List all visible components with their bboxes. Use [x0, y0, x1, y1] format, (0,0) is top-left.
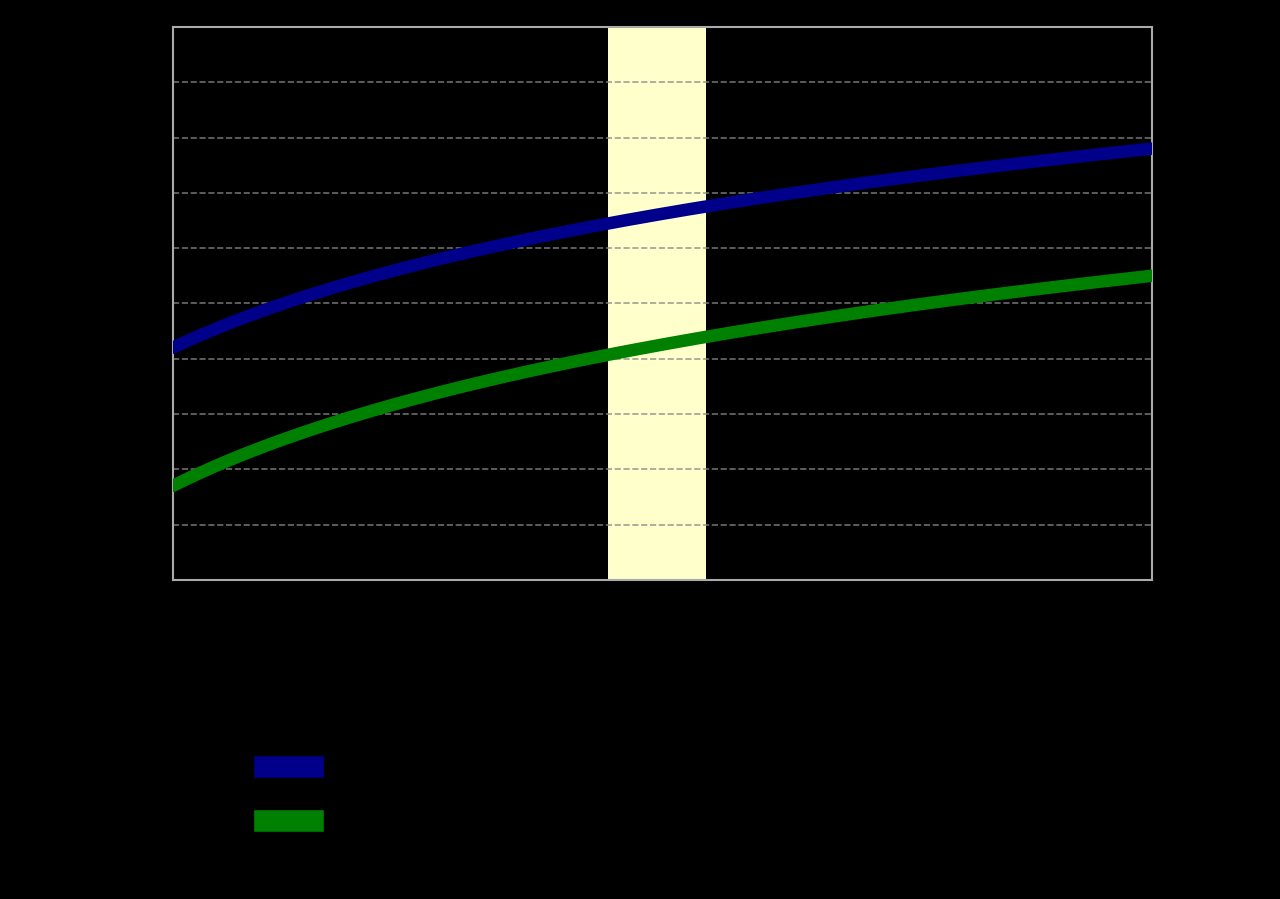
Bar: [608, 27, 705, 580]
